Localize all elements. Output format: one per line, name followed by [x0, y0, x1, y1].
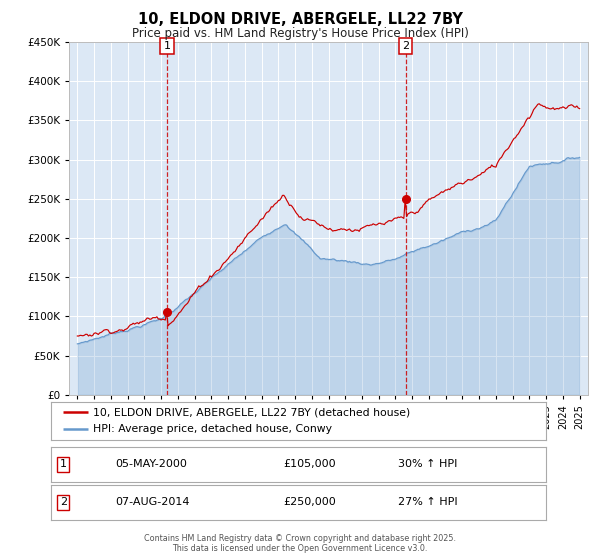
Text: 07-AUG-2014: 07-AUG-2014: [115, 497, 190, 507]
Text: 1: 1: [60, 459, 67, 469]
Text: 27% ↑ HPI: 27% ↑ HPI: [398, 497, 457, 507]
Text: HPI: Average price, detached house, Conwy: HPI: Average price, detached house, Conw…: [93, 424, 332, 435]
Text: 10, ELDON DRIVE, ABERGELE, LL22 7BY (detached house): 10, ELDON DRIVE, ABERGELE, LL22 7BY (det…: [93, 407, 410, 417]
Text: 05-MAY-2000: 05-MAY-2000: [115, 459, 187, 469]
Text: Price paid vs. HM Land Registry's House Price Index (HPI): Price paid vs. HM Land Registry's House …: [131, 27, 469, 40]
Text: £105,000: £105,000: [284, 459, 336, 469]
Text: 2: 2: [60, 497, 67, 507]
Text: £250,000: £250,000: [284, 497, 337, 507]
Text: 30% ↑ HPI: 30% ↑ HPI: [398, 459, 457, 469]
Text: 2: 2: [402, 41, 409, 51]
Text: 10, ELDON DRIVE, ABERGELE, LL22 7BY: 10, ELDON DRIVE, ABERGELE, LL22 7BY: [137, 12, 463, 27]
Text: 1: 1: [163, 41, 170, 51]
Text: Contains HM Land Registry data © Crown copyright and database right 2025.
This d: Contains HM Land Registry data © Crown c…: [144, 534, 456, 553]
